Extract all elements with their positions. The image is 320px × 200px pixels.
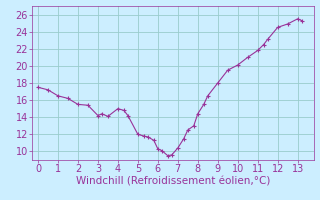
X-axis label: Windchill (Refroidissement éolien,°C): Windchill (Refroidissement éolien,°C) bbox=[76, 177, 270, 187]
